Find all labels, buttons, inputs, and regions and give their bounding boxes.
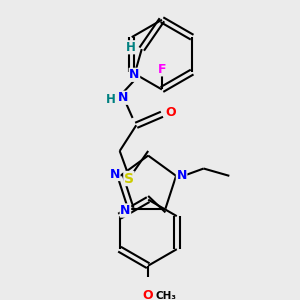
Text: N: N bbox=[118, 91, 129, 104]
Text: H: H bbox=[106, 93, 116, 106]
Text: N: N bbox=[176, 169, 187, 182]
Text: O: O bbox=[166, 106, 176, 119]
Text: F: F bbox=[158, 63, 166, 76]
Text: N: N bbox=[129, 68, 140, 81]
Text: S: S bbox=[124, 172, 134, 185]
Text: N: N bbox=[120, 204, 130, 217]
Text: H: H bbox=[126, 41, 136, 54]
Text: O: O bbox=[143, 289, 154, 300]
Text: CH₃: CH₃ bbox=[155, 291, 176, 300]
Text: N: N bbox=[110, 167, 120, 181]
